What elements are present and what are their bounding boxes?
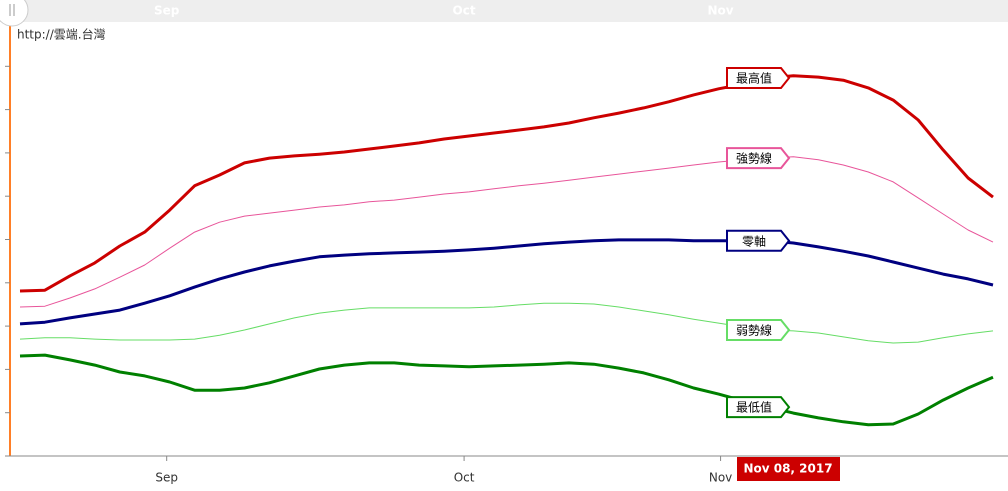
series-line	[19, 74, 994, 293]
navigator-label: Oct	[453, 4, 476, 18]
x-tick-label: Nov	[709, 471, 732, 485]
series-label: 弱勢線	[726, 318, 791, 341]
navigator-label: Nov	[708, 4, 734, 18]
series-line	[19, 353, 994, 427]
navigator-bar	[0, 0, 1008, 22]
series-line	[19, 156, 994, 308]
navigator-label: Sep	[154, 4, 180, 18]
x-tick-label: Oct	[454, 471, 475, 485]
crosshair-label: Nov 08, 2017	[743, 462, 832, 476]
x-tick-label: Sep	[155, 471, 178, 485]
crosshair-label-box	[737, 457, 840, 481]
series-label: 最低值	[726, 396, 791, 419]
series-label-box	[726, 318, 791, 341]
series-label-text: 強勢線	[736, 151, 772, 166]
series-label-text: 零軸	[742, 234, 766, 248]
series-label-box	[726, 147, 791, 170]
watermark: http://雲端.台灣	[17, 27, 106, 42]
series-label-box	[726, 229, 791, 252]
series-label-box	[726, 396, 791, 419]
series-label-box	[726, 66, 791, 89]
series-label-text: 最高值	[736, 70, 772, 85]
series-label-text: 弱勢線	[736, 322, 772, 337]
series-label: 最高值	[726, 66, 791, 89]
series-line	[19, 302, 994, 344]
series-label: 零軸	[726, 229, 791, 252]
series-label: 強勢線	[726, 147, 791, 170]
series-label-text: 最低值	[736, 400, 772, 415]
series-line	[19, 238, 994, 326]
